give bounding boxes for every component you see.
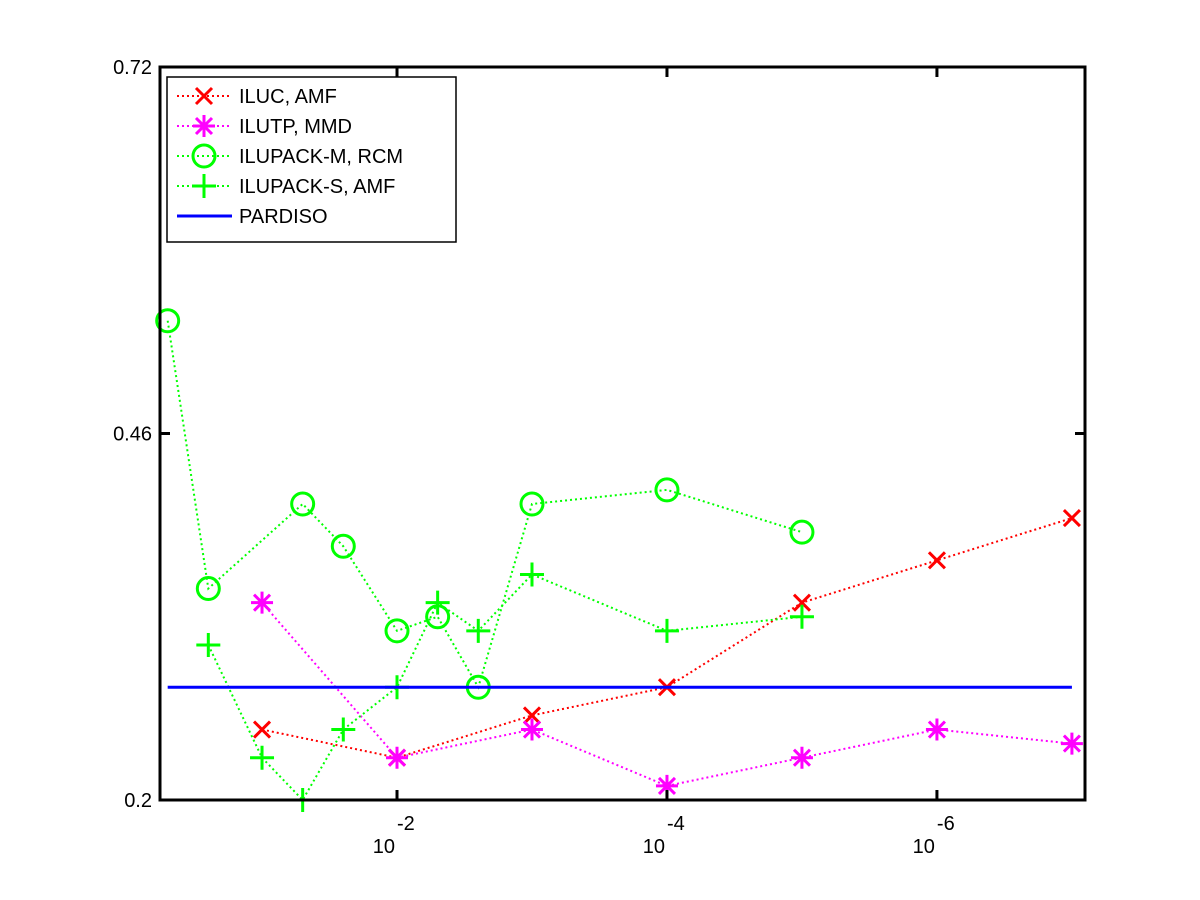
marker-x — [522, 706, 542, 725]
marker-circle — [384, 618, 410, 644]
marker-asterisk — [655, 774, 678, 797]
x-tick-label: 10 — [373, 836, 395, 858]
marker-plus — [331, 717, 356, 742]
series-line — [207, 573, 803, 802]
marker-circle — [155, 308, 181, 334]
series — [155, 308, 815, 700]
marker-circle — [789, 519, 815, 545]
marker-plus — [466, 618, 491, 643]
marker-plus — [654, 618, 679, 643]
legend-label: ILUC, AMF — [239, 86, 337, 108]
marker-asterisk — [925, 718, 948, 741]
series — [251, 591, 1083, 797]
legend-label: ILUTP, MMD — [239, 116, 352, 138]
legend-marker — [192, 174, 216, 198]
marker-x — [1062, 509, 1081, 528]
x-tick-exponent: -2 — [397, 813, 415, 835]
marker-asterisk — [520, 718, 543, 741]
x-tick-label: 10 — [913, 836, 935, 858]
marker-plus — [250, 745, 275, 770]
x-tick-label: 10 — [643, 836, 665, 858]
legend-marker — [193, 115, 215, 137]
marker-plus — [196, 632, 221, 657]
y-tick-label: 0.2 — [124, 790, 152, 812]
x-tick-exponent: -6 — [937, 813, 955, 835]
marker-plus — [789, 604, 814, 629]
legend-label: ILUPACK-S, AMF — [239, 176, 395, 198]
marker-plus — [519, 562, 544, 587]
marker-circle — [519, 491, 545, 517]
marker-circle — [195, 576, 221, 602]
legend-label: ILUPACK-M, RCM — [239, 146, 403, 168]
marker-circle — [654, 477, 680, 503]
marker-asterisk — [790, 746, 813, 769]
marker-asterisk — [386, 746, 409, 769]
y-tick-label: 0.72 — [113, 57, 152, 79]
marker-plus — [425, 590, 450, 615]
legend-label: PARDISO — [239, 206, 328, 228]
marker-circle — [330, 533, 356, 559]
marker-x — [252, 720, 272, 739]
y-tick-label: 0.46 — [113, 424, 152, 446]
legend-marker — [194, 86, 214, 106]
marker-x — [927, 551, 946, 570]
marker-asterisk — [251, 591, 274, 614]
marker-x — [792, 593, 812, 612]
legend: ILUC, AMF ILUTP, MMD ILUPACK-M, RCM ILUPACK… — [166, 76, 457, 243]
legend-marker — [191, 143, 217, 169]
marker-asterisk — [1060, 732, 1083, 755]
x-tick-exponent: -4 — [667, 813, 685, 835]
marker-circle — [290, 491, 316, 517]
